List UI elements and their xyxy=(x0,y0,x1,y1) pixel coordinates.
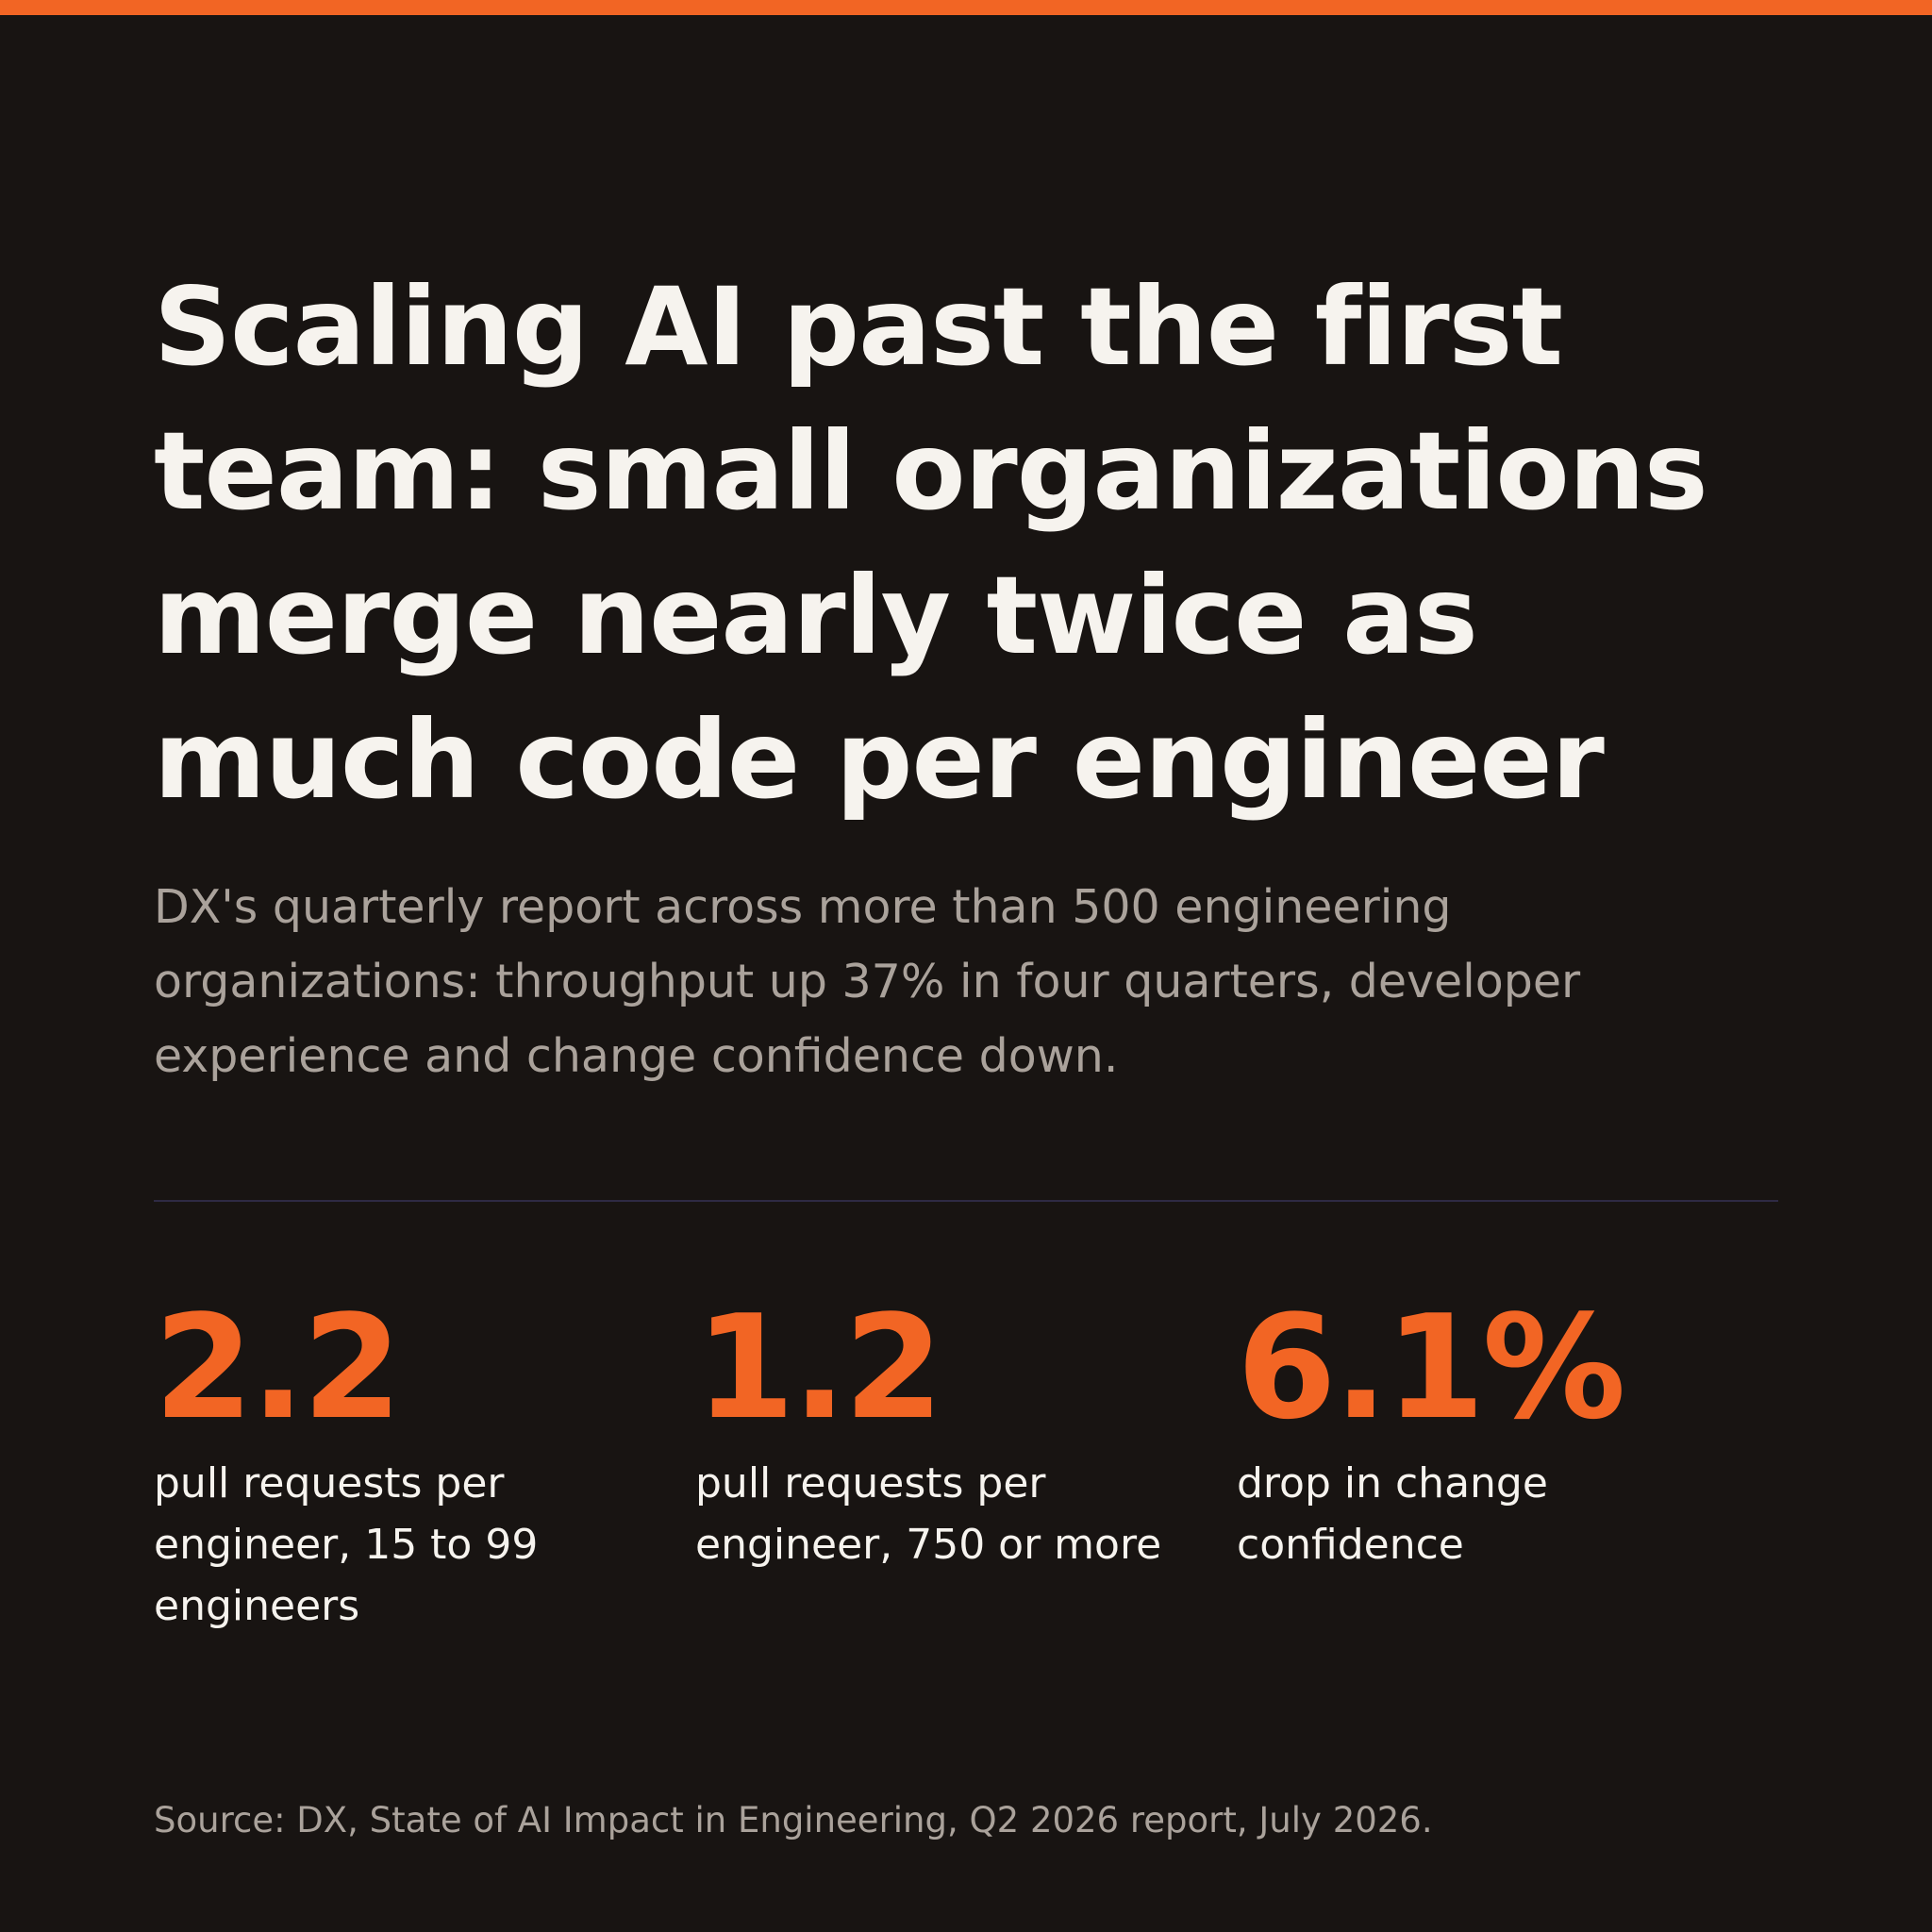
top-accent-bar xyxy=(0,0,1932,15)
stat-value: 6.1% xyxy=(1237,1284,1626,1451)
stat-change-confidence: 6.1% drop in change confidence xyxy=(1237,1292,1778,1637)
main-content: Scaling AI past the first team: small or… xyxy=(154,255,1778,1093)
source-note: Source: DX, State of AI Impact in Engine… xyxy=(154,1800,1433,1840)
stat-small-orgs: 2.2 pull requests per engineer, 15 to 99… xyxy=(154,1292,695,1637)
page-title: Scaling AI past the first team: small or… xyxy=(154,264,1708,823)
stat-label: pull requests per engineer, 750 or more xyxy=(695,1459,1162,1569)
stat-label: drop in change confidence xyxy=(1237,1459,1548,1569)
page-subtitle: DX's quarterly report across more than 5… xyxy=(154,880,1581,1083)
stat-large-orgs: 1.2 pull requests per engineer, 750 or m… xyxy=(695,1292,1237,1637)
stat-value: 1.2 xyxy=(695,1284,943,1451)
stat-label: pull requests per engineer, 15 to 99 eng… xyxy=(154,1459,539,1630)
section-divider xyxy=(154,1200,1778,1202)
stats-row: 2.2 pull requests per engineer, 15 to 99… xyxy=(154,1292,1778,1637)
stat-value: 2.2 xyxy=(154,1284,402,1451)
